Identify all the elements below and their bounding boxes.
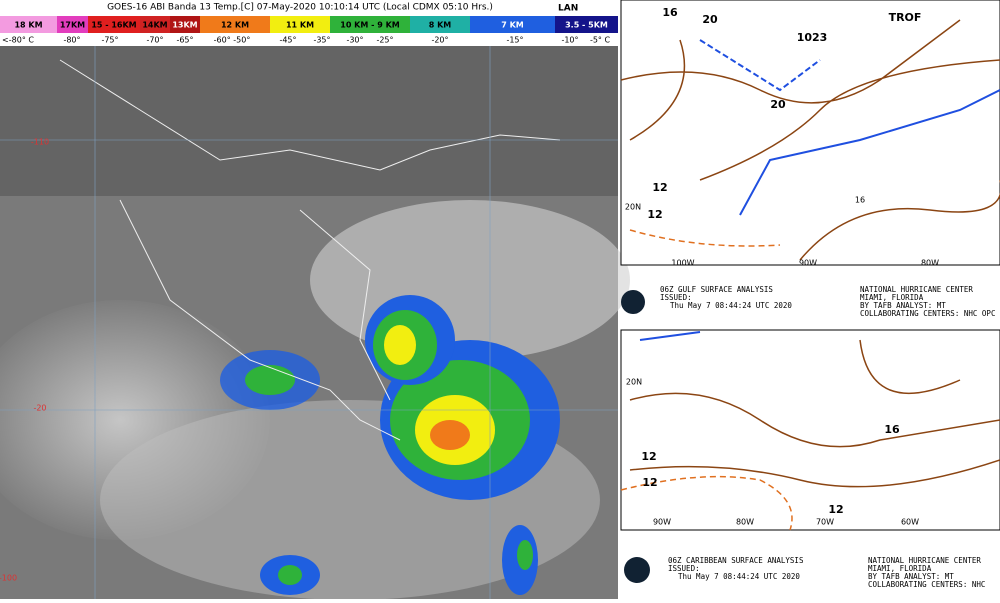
cold-front — [739, 89, 1000, 216]
map-label: 16 — [884, 423, 900, 436]
caption-title: 06Z CARIBBEAN SURFACE ANALYSIS — [668, 556, 804, 565]
temp-label: -80° — [63, 36, 80, 45]
map-label: 20N — [626, 378, 642, 387]
caption-collab: COLLABORATING CENTERS: NHC OPC WPC — [860, 309, 1000, 318]
map-label: 16 — [662, 6, 678, 19]
legend-swatch — [88, 16, 140, 33]
caption-city: MIAMI, FLORIDA — [868, 564, 932, 573]
map-label: 1023 — [797, 31, 828, 44]
caption-center: NATIONAL HURRICANE CENTER — [868, 556, 981, 565]
legend-label: 10 KM - 9 KM — [340, 21, 400, 30]
isobar — [620, 19, 1000, 261]
legend-swatch — [0, 16, 57, 33]
legend-label: 17KM — [60, 21, 85, 30]
legend-swatch — [270, 16, 330, 33]
map-label: 100W — [671, 259, 694, 268]
grid-label: -110 — [31, 138, 49, 147]
caption-center: NATIONAL HURRICANE CENTER — [860, 285, 973, 294]
graticule — [0, 46, 618, 599]
legend-swatch — [57, 16, 88, 33]
legend-label: 12 KM — [221, 21, 249, 30]
legend-label: 15 - 16KM — [91, 21, 136, 30]
temp-label: -65° — [176, 36, 193, 45]
legend-label: 3.5 - 5KM — [565, 21, 608, 30]
caption-issued: ISSUED: — [668, 564, 700, 573]
map-label: 20N — [625, 203, 641, 212]
temp-label: -45° — [279, 36, 296, 45]
map-label: 80W — [921, 259, 939, 268]
caption-time: Thu May 7 08:44:24 UTC 2020 — [678, 572, 800, 581]
temp-label: -75° — [101, 36, 118, 45]
temp-label: -20° — [431, 36, 448, 45]
temp-label: -15° — [506, 36, 523, 45]
map-label: 12 — [647, 208, 662, 221]
legend-swatch — [330, 16, 410, 33]
map-label: TROF — [889, 11, 922, 24]
legend-label: 7 KM — [501, 21, 524, 30]
isobar — [629, 339, 1000, 488]
temp-label: -35° — [313, 36, 330, 45]
legend-swatch — [410, 16, 470, 33]
map-label: 12 — [828, 503, 843, 516]
map-label: 12 — [642, 476, 657, 489]
map-label: 12 — [641, 450, 656, 463]
map-label: 90W — [653, 518, 671, 527]
trough — [620, 475, 793, 531]
sat-title: GOES-16 ABI Banda 13 Temp.[C] 07-May-202… — [107, 3, 493, 13]
trough — [629, 229, 781, 247]
noaa-logo — [621, 290, 645, 314]
gulf-map — [620, 0, 1000, 266]
front — [639, 331, 701, 341]
caption-time: Thu May 7 08:44:24 UTC 2020 — [670, 301, 792, 310]
map-label: 60W — [901, 518, 919, 527]
legend-swatch — [200, 16, 270, 33]
legend-swatch — [470, 16, 555, 33]
caption-city: MIAMI, FLORIDA — [860, 293, 924, 302]
map-label: 20 — [702, 13, 718, 26]
temp-label: -70° — [146, 36, 163, 45]
grid-label: -100 — [0, 574, 17, 583]
temp-label: -30° — [346, 36, 363, 45]
map-label: 80W — [736, 518, 754, 527]
legend-swatch — [140, 16, 170, 33]
caption-issued: ISSUED: — [660, 293, 692, 302]
legend-label: 13KM — [172, 21, 197, 30]
legend-swatch — [170, 16, 200, 33]
storm — [220, 295, 560, 595]
caption-collab: COLLABORATING CENTERS: NHC — [868, 580, 985, 589]
front — [699, 39, 821, 92]
sat-dark — [0, 46, 618, 196]
map-label: 12 — [652, 181, 667, 194]
legend-label: 18 KM — [14, 21, 42, 30]
map-label: 16 — [855, 196, 865, 205]
caption-analyst: BY TAFB ANALYST: MT — [860, 301, 946, 310]
legend-swatch — [555, 16, 618, 33]
temp-label: -10° — [561, 36, 578, 45]
legend-label: 14KM — [142, 21, 167, 30]
legend-label: 11 KM — [286, 21, 314, 30]
map-label: 70W — [816, 518, 834, 527]
temp-label: -5° C — [590, 36, 611, 45]
temp-label: -60° -50° — [214, 36, 251, 45]
sat-logo: LAN — [558, 4, 578, 14]
noaa-logo — [624, 557, 650, 583]
caption-analyst: BY TAFB ANALYST: MT — [868, 572, 954, 581]
cloud — [310, 200, 630, 360]
legend-label: 8 KM — [429, 21, 452, 30]
map-label: 20 — [770, 98, 786, 111]
map-label: 90W — [799, 259, 817, 268]
caption-title: 06Z GULF SURFACE ANALYSIS — [660, 285, 773, 294]
temp-label: -25° — [376, 36, 393, 45]
coastline — [59, 59, 561, 441]
temp-label: <-80° C — [2, 36, 34, 45]
grid-label: -20 — [33, 404, 46, 413]
